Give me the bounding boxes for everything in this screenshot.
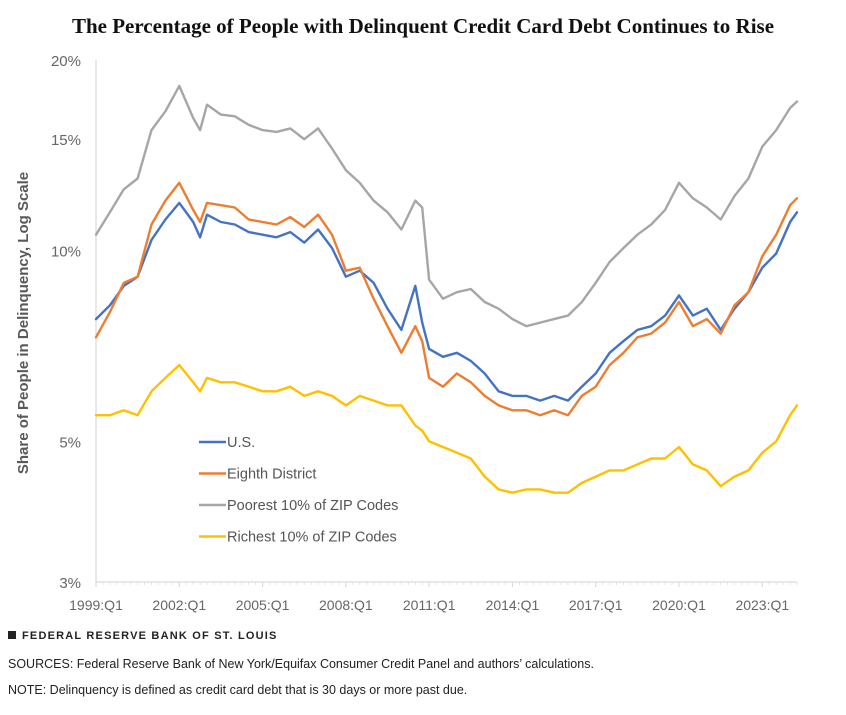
series-line-3: [94, 84, 799, 328]
legend-label: Eighth District: [227, 467, 316, 483]
y-tick-label: 15%: [51, 132, 81, 149]
series-line-2: [94, 181, 799, 417]
y-tick-label: 3%: [59, 575, 81, 592]
x-tick-label: 2023:Q1: [735, 597, 789, 613]
y-tick-label: 20%: [51, 53, 81, 70]
x-tick-label: 2017:Q1: [569, 597, 623, 613]
y-axis-title: Share of People in Delinquency, Log Scal…: [15, 172, 32, 474]
chart-title: The Percentage of People with Delinquent…: [71, 14, 775, 38]
definition-note: NOTE: Delinquency is defined as credit c…: [8, 683, 468, 697]
x-tick-label: 2002:Q1: [152, 597, 206, 613]
x-tick-label: 2011:Q1: [403, 597, 456, 613]
series-line-1: [94, 201, 799, 402]
x-tick-label: 2005:Q1: [236, 597, 290, 613]
legend-label: Richest 10% of ZIP Codes: [227, 530, 397, 546]
x-tick-label: 2020:Q1: [652, 597, 706, 613]
legend-label: U.S.: [227, 435, 255, 451]
x-tick-label: 2014:Q1: [486, 597, 540, 613]
brand-text: FEDERAL RESERVE BANK OF ST. LOUIS: [22, 630, 278, 642]
sources-note: SOURCES: Federal Reserve Bank of New Yor…: [8, 657, 594, 671]
legend-label: Poorest 10% of ZIP Codes: [227, 498, 398, 514]
x-tick-label: 2008:Q1: [319, 597, 373, 613]
y-tick-label: 5%: [59, 434, 81, 451]
brand-label: FEDERAL RESERVE BANK OF ST. LOUIS: [8, 630, 278, 642]
x-tick-label: 1999:Q1: [69, 597, 123, 613]
brand-square-icon: [8, 631, 16, 639]
series-line-4: [94, 363, 799, 494]
y-tick-label: 10%: [51, 244, 81, 261]
